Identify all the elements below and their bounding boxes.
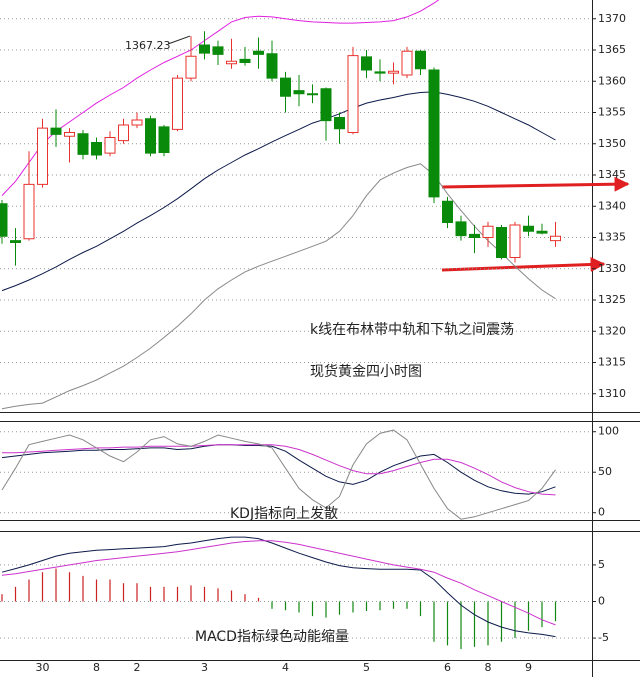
candle-body [374,71,386,74]
x-tick-label: 8 [485,661,492,674]
annotation: MACD指标绿色动能缩量 [195,628,349,645]
x-tick-label: 3 [201,661,208,674]
candle-body [442,200,453,223]
candle-body [64,132,75,137]
candle-body [172,77,183,130]
candle-body [131,119,143,126]
x-tick-label: 8 [93,661,100,674]
candle-body [388,70,399,74]
candle-body [104,137,116,154]
candle-body [37,127,48,185]
indicator-line [1,0,440,196]
candle-body [118,124,129,142]
candle-body [212,46,224,55]
y-tick-label: 1355 [598,106,626,119]
indicator-line [1,444,556,495]
y-tick-label: 1370 [598,12,626,25]
indicator-line [1,540,556,626]
candle-body [23,183,35,240]
candle-body [496,227,507,258]
x-tick-label: 30 [36,661,50,674]
annotation-high: 1367.23 [125,39,171,52]
candle-body [293,90,305,95]
y-tick-label: 1365 [598,43,626,56]
indicator-line [1,91,556,292]
x-tick-label: 5 [363,661,370,674]
plot-area [1,536,557,650]
y-tick-label: 100 [598,425,619,438]
plot-area [1,429,556,520]
y-tick-label: 1340 [598,199,626,212]
x-tick-label: 4 [282,661,289,674]
candle-body [91,142,102,156]
y-tick-label: 1330 [598,262,626,275]
candle-body [482,225,494,238]
candle-body [145,118,156,154]
candle-body [509,224,521,258]
x-tick-label: 6 [444,661,451,674]
y-tick-label: 1320 [598,324,626,337]
candle-body [307,93,318,96]
candle-body [347,55,359,133]
arrow [441,257,606,272]
y-tick-label: 5 [598,558,605,571]
plot-area [0,0,561,410]
candle-body [361,56,372,71]
annotation: 现货黄金四小时图 [310,363,422,380]
annotation-leader [167,35,191,45]
candle-body [0,203,8,237]
candle-body [550,235,561,242]
candle-body [320,88,332,122]
indicator-line [1,429,556,520]
candle-body [469,233,480,238]
annotation: KDJ指标向上发散 [230,506,338,522]
candle-body [428,69,440,198]
indicator-line [1,163,556,410]
candle-body [415,50,426,70]
candle-body [536,230,548,234]
x-tick-label: 9 [525,661,532,674]
candle-body [199,44,210,54]
arrow [441,176,630,192]
candle-body [158,126,170,153]
candle-body [77,133,89,155]
indicator-line [2,444,556,496]
y-tick-label: 1325 [598,293,626,306]
candle-body [185,55,197,79]
candle-body [10,240,21,243]
y-tick-label: 1360 [598,74,626,87]
y-tick-label: 1315 [598,356,626,369]
candle-body [523,225,534,232]
candle-body [280,77,291,97]
y-tick-label: 0 [598,506,605,519]
y-tick-label: 0 [598,594,605,607]
y-tick-label: 1310 [598,387,626,400]
x-tick-label: 2 [134,661,141,674]
candle-body [401,50,413,76]
candle-body [226,60,237,65]
y-tick-label: 1335 [598,231,626,244]
indicator-line [1,536,556,638]
candle-body [334,117,345,130]
y-tick-label: 1350 [598,137,626,150]
candle-body [253,50,264,55]
y-tick-label: 50 [598,465,612,478]
candle-body [239,58,251,63]
y-tick-label: 1345 [598,168,626,181]
candle-body [455,221,467,237]
y-tick-label: -5 [598,631,609,644]
annotation: k线在布林带中轨和下轨之间震荡 [310,322,514,338]
candle-body [266,53,278,79]
candle-body [50,127,62,135]
